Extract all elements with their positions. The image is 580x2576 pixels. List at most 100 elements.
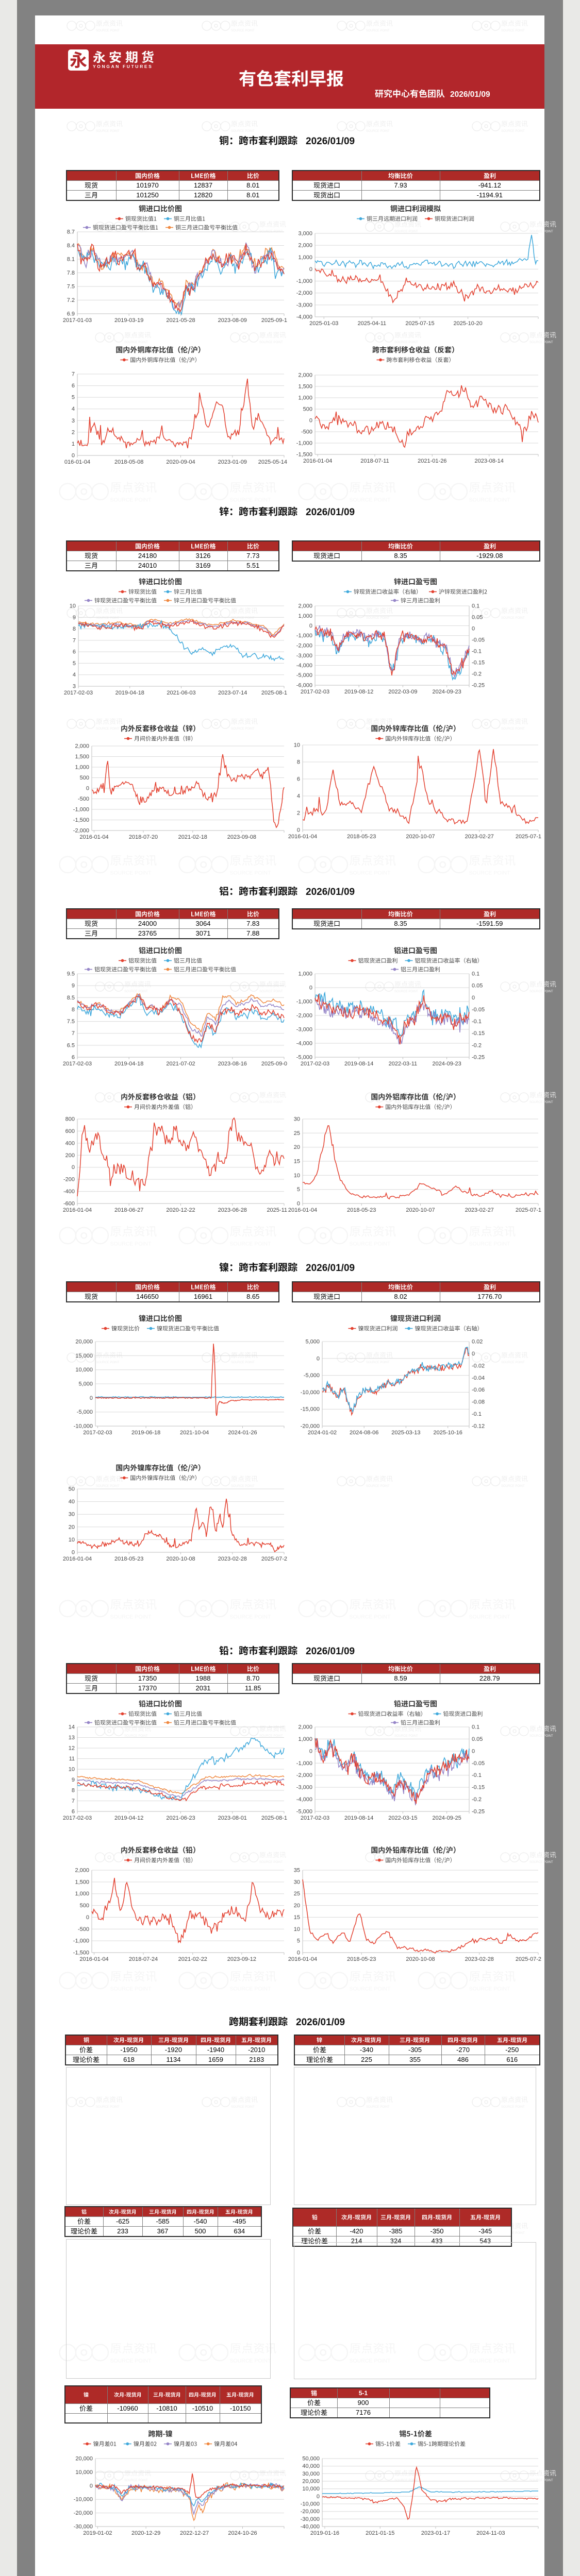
- svg-text:2018-07-20: 2018-07-20: [129, 834, 158, 840]
- svg-text:0: 0: [72, 1550, 75, 1556]
- svg-text:-1,500: -1,500: [73, 817, 89, 823]
- svg-text:-1,500: -1,500: [73, 1950, 89, 1956]
- svg-text:1: 1: [72, 441, 75, 447]
- svg-text:2020-09-04: 2020-09-04: [166, 459, 195, 465]
- svg-text:15: 15: [294, 1914, 300, 1921]
- svg-text:6: 6: [72, 1809, 75, 1815]
- svg-text:2018-07-24: 2018-07-24: [129, 1956, 158, 1962]
- svg-text:2025-07-15: 2025-07-15: [405, 320, 434, 327]
- svg-text:2021-10-04: 2021-10-04: [180, 1430, 209, 1436]
- svg-text:-2,000: -2,000: [73, 828, 89, 834]
- svg-text:-0.08: -0.08: [472, 1399, 485, 1405]
- svg-text:-30,000: -30,000: [74, 2524, 93, 2530]
- svg-text:8: 8: [297, 759, 300, 766]
- svg-text:-2,000: -2,000: [296, 643, 312, 649]
- svg-text:2023-02-28: 2023-02-28: [218, 1556, 247, 1562]
- svg-text:2024-08-06: 2024-08-06: [350, 1430, 378, 1436]
- svg-text:7.2: 7.2: [67, 297, 75, 303]
- svg-text:-0.05: -0.05: [472, 637, 485, 643]
- svg-text:8: 8: [72, 1788, 75, 1794]
- svg-text:2022-12-27: 2022-12-27: [180, 2530, 209, 2536]
- svg-text:-20,000: -20,000: [74, 2510, 93, 2516]
- svg-text:0: 0: [90, 1395, 93, 1401]
- svg-text:2020-10-07: 2020-10-07: [406, 1207, 435, 1213]
- svg-text:-6,000: -6,000: [296, 683, 312, 689]
- svg-text:-2,000: -2,000: [296, 1772, 312, 1778]
- svg-text:2025-09-0: 2025-09-0: [261, 1061, 287, 1067]
- svg-text:6: 6: [297, 776, 300, 783]
- svg-text:2019-08-14: 2019-08-14: [344, 1061, 373, 1067]
- svg-text:2016-01-04: 2016-01-04: [288, 1956, 317, 1962]
- svg-text:2018-05-23: 2018-05-23: [347, 1207, 376, 1213]
- svg-text:7: 7: [72, 371, 75, 378]
- svg-text:2019-01-02: 2019-01-02: [83, 2530, 112, 2536]
- svg-text:2021-02-22: 2021-02-22: [178, 1956, 207, 1962]
- svg-text:2016-01-04: 2016-01-04: [63, 1556, 92, 1562]
- svg-text:-1,000: -1,000: [73, 1938, 89, 1944]
- svg-text:0: 0: [472, 626, 475, 632]
- svg-text:-15,000: -15,000: [301, 1406, 320, 1413]
- svg-text:2017-01-03: 2017-01-03: [63, 317, 92, 324]
- svg-text:7: 7: [72, 1030, 75, 1037]
- svg-text:0: 0: [297, 1950, 300, 1956]
- svg-text:9.5: 9.5: [67, 971, 75, 977]
- svg-text:2017-02-03: 2017-02-03: [63, 1815, 92, 1821]
- svg-text:2024-01-26: 2024-01-26: [228, 1430, 257, 1436]
- svg-text:7: 7: [73, 637, 76, 643]
- svg-text:0.1: 0.1: [472, 971, 479, 977]
- svg-text:0: 0: [317, 1355, 320, 1362]
- svg-text:2: 2: [72, 429, 75, 435]
- svg-text:0.02: 0.02: [472, 1339, 483, 1345]
- svg-text:2016-01-04: 2016-01-04: [63, 1207, 92, 1213]
- svg-text:2018-05-08: 2018-05-08: [114, 459, 143, 465]
- svg-text:20: 20: [294, 1903, 300, 1909]
- svg-text:-20,000: -20,000: [301, 2509, 320, 2515]
- svg-text:25: 25: [294, 1891, 300, 1897]
- svg-text:2025-07-1: 2025-07-1: [516, 1207, 541, 1213]
- svg-text:20,000: 20,000: [75, 2456, 93, 2462]
- svg-text:5: 5: [72, 395, 75, 401]
- svg-text:2016-01-04: 2016-01-04: [79, 1956, 108, 1962]
- svg-text:2020-10-08: 2020-10-08: [166, 1556, 195, 1562]
- svg-text:500: 500: [80, 775, 89, 781]
- svg-text:-0.06: -0.06: [472, 1387, 485, 1393]
- svg-text:0.05: 0.05: [472, 615, 483, 621]
- svg-text:2,000: 2,000: [75, 743, 89, 750]
- svg-text:2023-02-28: 2023-02-28: [465, 1956, 494, 1962]
- svg-text:0: 0: [72, 1164, 75, 1171]
- svg-text:2021-06-03: 2021-06-03: [167, 690, 195, 696]
- svg-text:-0.04: -0.04: [472, 1375, 485, 1381]
- svg-text:2018-05-23: 2018-05-23: [347, 834, 376, 840]
- svg-text:10: 10: [294, 742, 300, 749]
- svg-text:-4,000: -4,000: [296, 314, 312, 320]
- svg-text:8.7: 8.7: [67, 229, 75, 235]
- svg-text:-0.1: -0.1: [472, 1411, 482, 1417]
- svg-text:2021-06-23: 2021-06-23: [166, 1815, 195, 1821]
- svg-text:-0.2: -0.2: [472, 1042, 482, 1048]
- svg-text:35: 35: [294, 1868, 300, 1874]
- svg-text:2021-02-18: 2021-02-18: [178, 834, 207, 840]
- svg-text:-20,000: -20,000: [301, 1423, 320, 1430]
- svg-text:0: 0: [90, 2483, 93, 2489]
- svg-text:2023-08-16: 2023-08-16: [218, 1061, 247, 1067]
- svg-text:20: 20: [69, 1524, 75, 1530]
- svg-text:200: 200: [65, 1153, 75, 1159]
- svg-text:-4,000: -4,000: [296, 663, 312, 669]
- svg-text:9: 9: [72, 1777, 75, 1783]
- svg-text:2025-08-1: 2025-08-1: [261, 1815, 287, 1821]
- svg-text:2025-07-1: 2025-07-1: [516, 834, 541, 840]
- svg-text:2025-01-03: 2025-01-03: [309, 320, 338, 327]
- svg-text:3,000: 3,000: [298, 231, 312, 237]
- svg-text:-3,000: -3,000: [296, 1785, 312, 1791]
- svg-text:-3,000: -3,000: [296, 653, 312, 659]
- svg-text:-500: -500: [78, 1926, 89, 1933]
- svg-text:2020-12-22: 2020-12-22: [166, 1207, 195, 1213]
- svg-text:0: 0: [309, 623, 312, 629]
- svg-text:-400: -400: [63, 1189, 75, 1195]
- svg-text:-5,000: -5,000: [304, 1372, 320, 1379]
- svg-text:2018-05-23: 2018-05-23: [114, 1556, 143, 1562]
- svg-text:-1,500: -1,500: [296, 452, 312, 458]
- svg-text:2019-06-18: 2019-06-18: [131, 1430, 160, 1436]
- svg-text:5,000: 5,000: [305, 1339, 320, 1345]
- svg-text:7.8: 7.8: [67, 270, 75, 276]
